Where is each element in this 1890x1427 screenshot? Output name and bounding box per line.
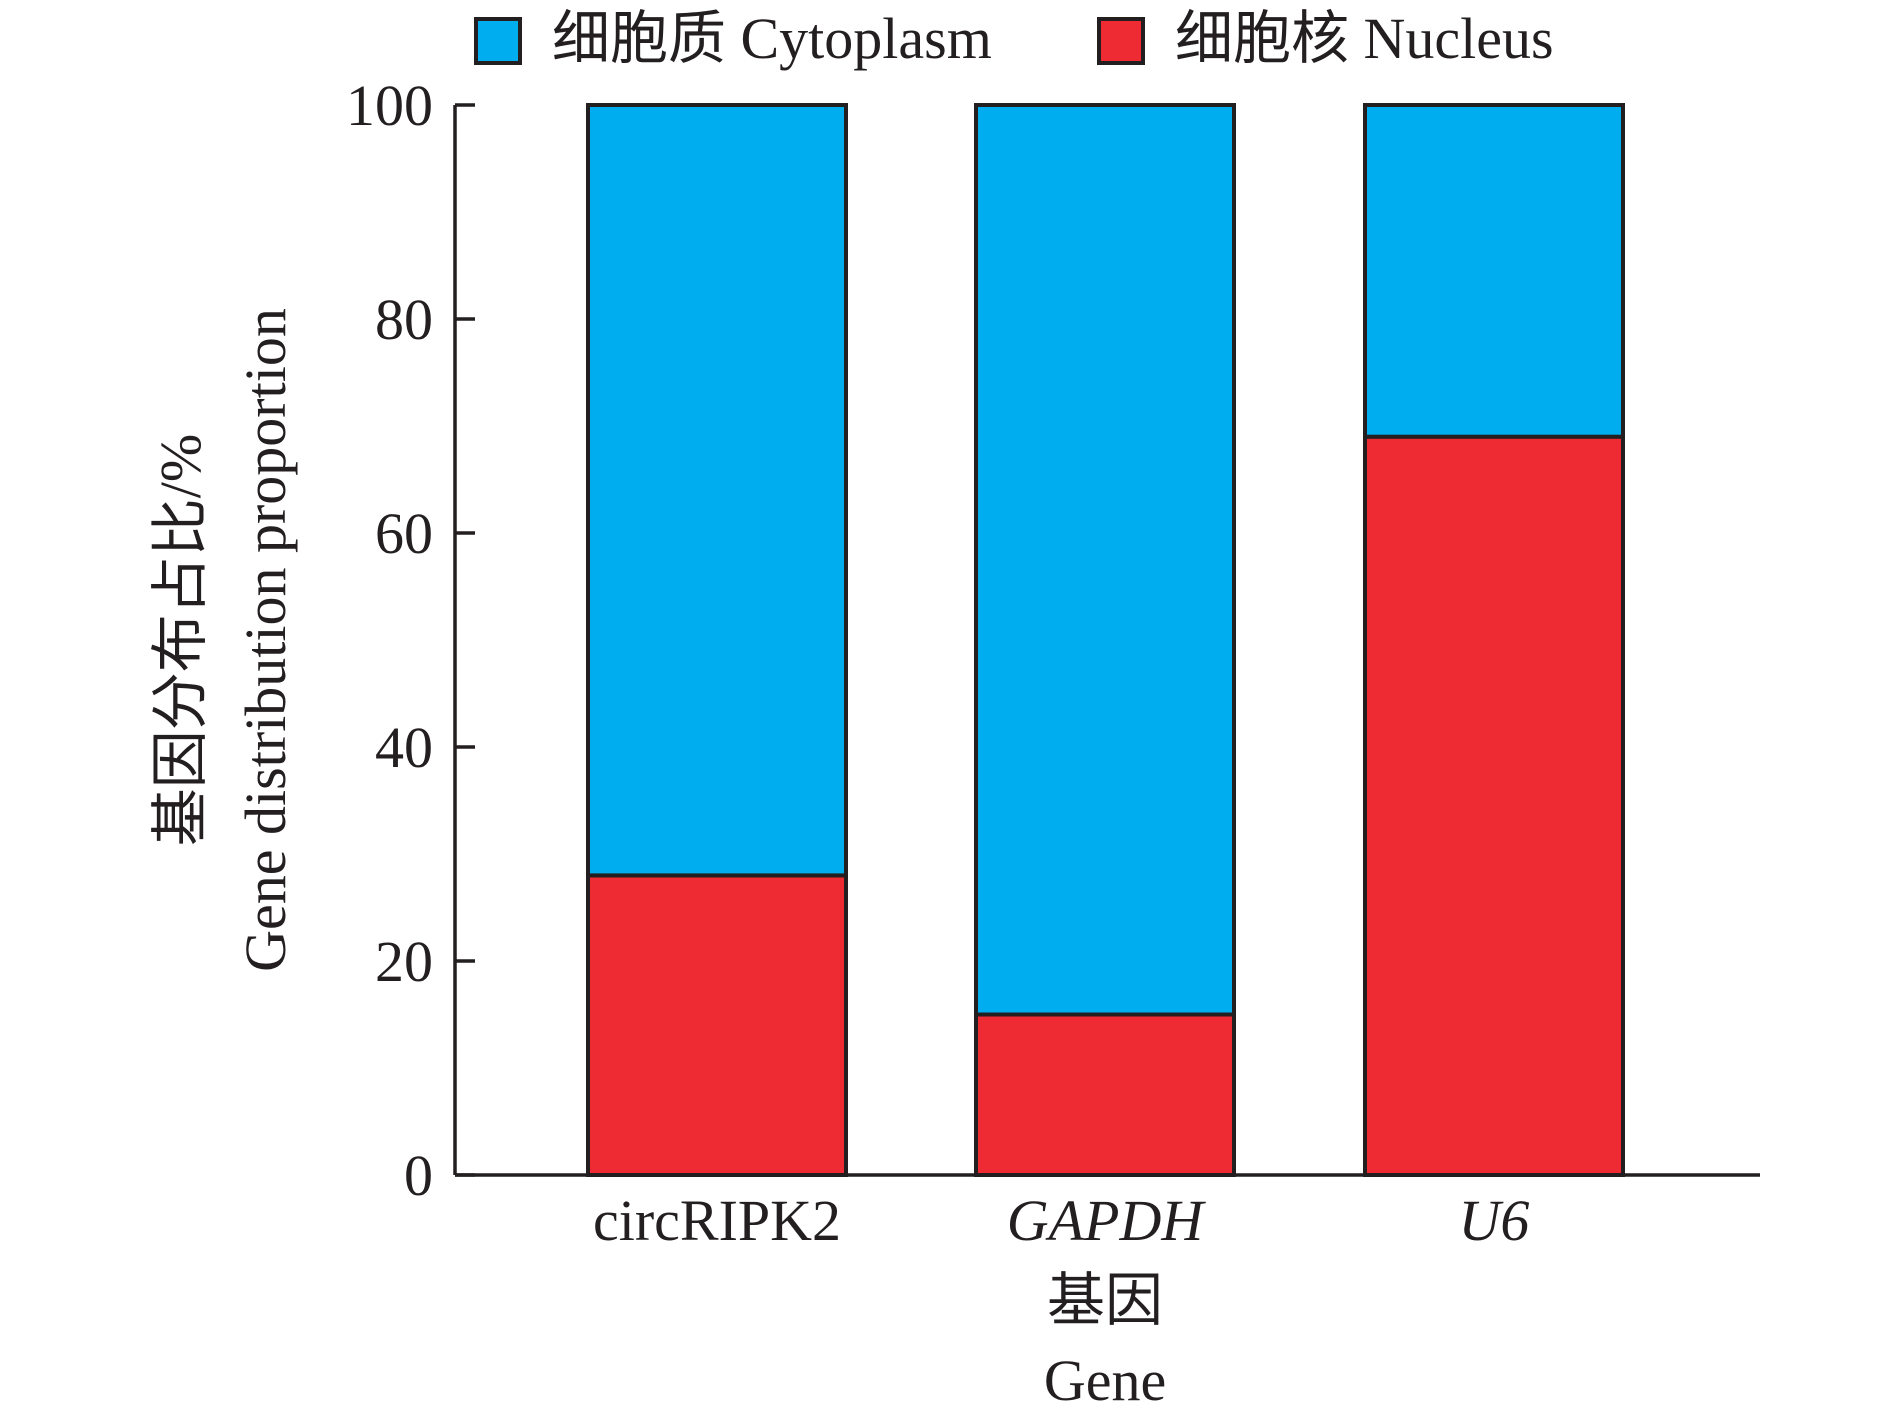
y-axis-label-cn: 基因分布占比/% [148, 434, 213, 846]
legend-swatch-cytoplasm [474, 17, 522, 65]
bar-u6-nucleus [1363, 434, 1625, 1177]
y-tick-label-60: 60 [375, 501, 433, 566]
bar-u6-cytoplasm [1363, 103, 1625, 439]
x-tick-label-u6: U6 [1459, 1188, 1530, 1253]
y-axis-label-en: Gene distribution proportion [233, 308, 298, 972]
legend-label-cytoplasm: 细胞质 Cytoplasm [552, 6, 992, 71]
x-axis-label-cn: 基因 [1047, 1268, 1163, 1333]
bar-circripk2-cytoplasm [586, 103, 848, 878]
bar-gapdh-nucleus [974, 1012, 1236, 1177]
y-tick-label-0: 0 [404, 1143, 433, 1208]
x-axis-label-en: Gene [1044, 1348, 1166, 1413]
y-tick-label-20: 20 [375, 929, 433, 994]
bar-gapdh-cytoplasm [974, 103, 1236, 1017]
legend: 细胞质 Cytoplasm 细胞核 Nucleus [474, 6, 1554, 71]
legend-swatch-nucleus [1097, 17, 1145, 65]
axis-labels: circRIPK2 GAPDH U6 基因 Gene 基因分布占比/% Gene distr… [148, 308, 1529, 1413]
legend-label-nucleus: 细胞核 Nucleus [1175, 6, 1554, 71]
bar-circripk2-nucleus [586, 873, 848, 1178]
y-tick-label-40: 40 [375, 715, 433, 780]
bars [586, 103, 1625, 1178]
y-tick-label-100: 100 [346, 73, 433, 138]
x-tick-label-gapdh: GAPDH [1007, 1188, 1207, 1253]
axes: 0 20 40 60 80 100 [346, 73, 1760, 1208]
y-tick-label-80: 80 [375, 287, 433, 352]
x-tick-label-circripk2: circRIPK2 [593, 1188, 841, 1253]
